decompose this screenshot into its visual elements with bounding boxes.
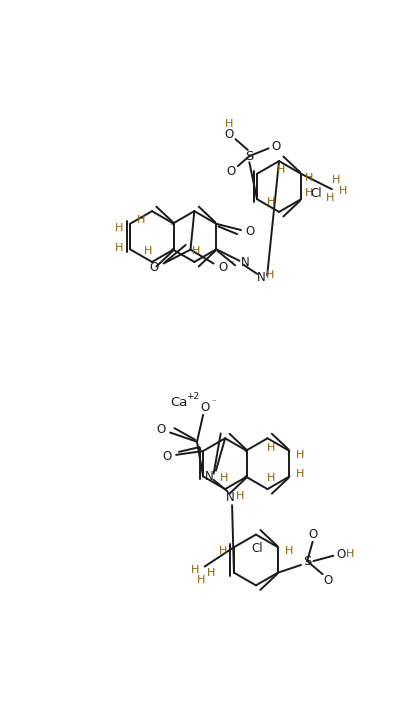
Text: O: O [226, 165, 236, 178]
Text: H: H [219, 546, 228, 556]
Text: Ca: Ca [170, 395, 188, 408]
Text: H: H [267, 443, 276, 453]
Text: H: H [304, 173, 313, 183]
Text: H: H [296, 469, 304, 479]
Text: O: O [309, 528, 318, 541]
Text: H: H [236, 491, 245, 501]
Text: O: O [162, 450, 172, 463]
Text: N: N [241, 256, 250, 269]
Text: Cl: Cl [252, 542, 263, 555]
Text: H: H [192, 246, 200, 256]
Text: ⁻: ⁻ [230, 260, 234, 269]
Text: O: O [150, 261, 159, 274]
Text: +2: +2 [186, 392, 199, 401]
Text: H: H [115, 243, 123, 253]
Text: Cl: Cl [311, 186, 322, 199]
Text: O: O [225, 128, 234, 141]
Text: H: H [304, 188, 313, 198]
Text: H: H [267, 197, 276, 207]
Text: S: S [245, 150, 254, 163]
Text: H: H [225, 119, 234, 129]
Text: N: N [225, 491, 234, 504]
Text: H: H [207, 567, 215, 577]
Text: H: H [115, 222, 123, 233]
Text: N: N [206, 470, 214, 483]
Text: H: H [339, 186, 348, 196]
Text: O: O [200, 400, 209, 413]
Text: H: H [346, 549, 354, 559]
Text: H: H [284, 546, 293, 556]
Text: O: O [271, 140, 281, 153]
Text: H: H [219, 473, 228, 483]
Text: O: O [337, 548, 346, 561]
Text: H: H [197, 575, 205, 585]
Text: ⁻: ⁻ [212, 398, 216, 407]
Text: H: H [144, 246, 152, 256]
Text: H: H [332, 175, 340, 185]
Text: S: S [303, 554, 311, 567]
Text: H: H [266, 271, 274, 280]
Text: O: O [324, 574, 333, 587]
Text: H: H [296, 450, 304, 460]
Text: N: N [257, 271, 265, 284]
Text: H: H [267, 473, 276, 483]
Text: H: H [191, 565, 199, 575]
Text: O: O [245, 225, 255, 238]
Text: H: H [137, 215, 145, 225]
Text: O: O [218, 261, 228, 274]
Text: H: H [326, 194, 335, 204]
Text: H: H [276, 166, 285, 176]
Text: O: O [156, 423, 165, 436]
